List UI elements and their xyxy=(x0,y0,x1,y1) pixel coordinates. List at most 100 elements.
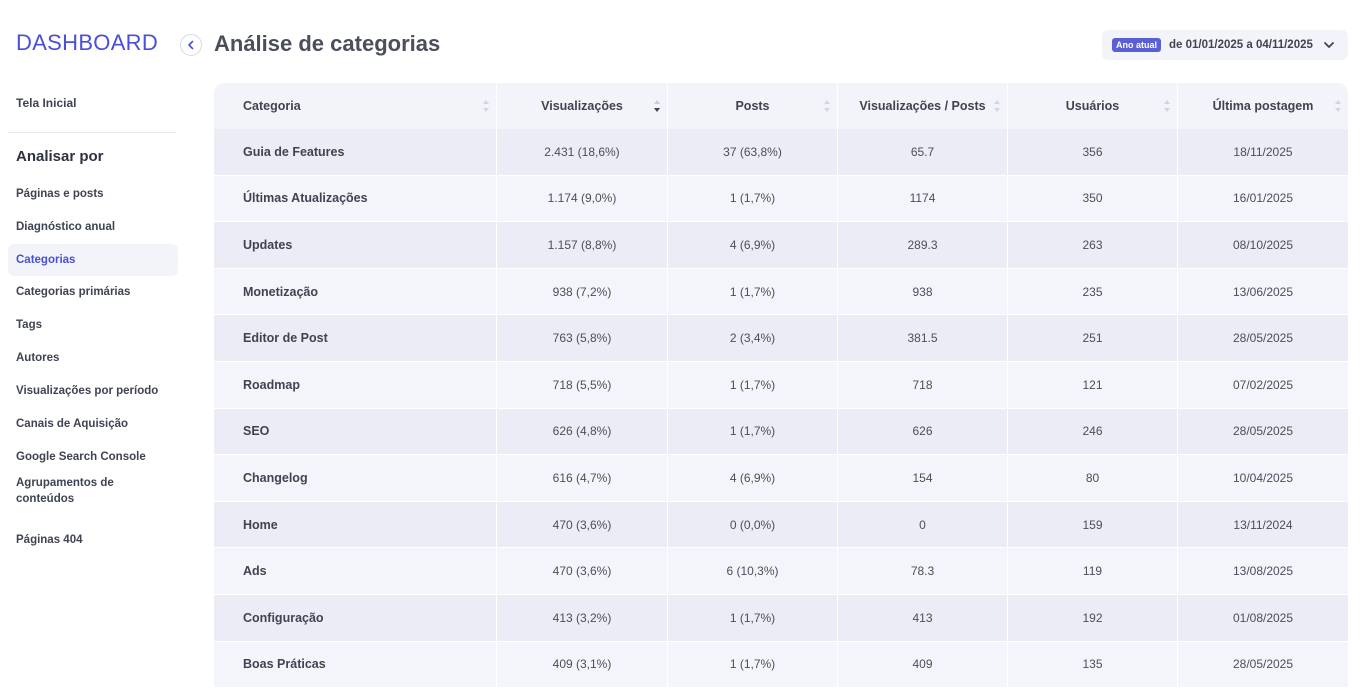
table-cell: 2.431 (18,6%) xyxy=(497,129,668,176)
sort-icon[interactable] xyxy=(823,97,831,115)
column-header-5[interactable]: Última postagem xyxy=(1178,83,1348,129)
sidebar-item-paginas-e-posts[interactable]: Páginas e posts xyxy=(16,188,104,200)
table-cell: 10/04/2025 xyxy=(1178,455,1348,502)
table-cell: 01/08/2025 xyxy=(1178,594,1348,642)
table-cell: 16/01/2025 xyxy=(1178,175,1348,223)
table-row[interactable]: Últimas Atualizações 1.174 (9,0%) 1 (1,7%)… xyxy=(214,175,1348,223)
table-cell: 159 xyxy=(1008,501,1178,549)
table-cell: 28/05/2025 xyxy=(1178,408,1348,456)
column-header-label: Visualizações xyxy=(541,99,623,113)
table-row[interactable]: Ads 470 (3,6%) 6 (10,3%) 78.3 119 13/08/2025 xyxy=(214,548,1348,595)
table-cell: 763 (5,8%) xyxy=(497,315,668,362)
dashboard-logo[interactable]: DASHBOARD xyxy=(16,30,159,55)
sidebar-item-categorias[interactable]: Categorias xyxy=(8,244,178,276)
category-name-cell: Monetização xyxy=(214,268,497,316)
table-cell: 192 xyxy=(1008,594,1178,642)
table-cell: 409 (3,1%) xyxy=(497,641,668,688)
table-cell: 135 xyxy=(1008,641,1178,688)
table-cell: 413 (3,2%) xyxy=(497,594,668,642)
table-header-row: Categoria Visualizações Posts Visualizações… xyxy=(214,83,1348,129)
sidebar-item-canais-de-aquisicao[interactable]: Canais de Aquisição xyxy=(16,418,129,430)
table-cell: 938 (7,2%) xyxy=(497,268,668,316)
date-range-badge: Ano atual xyxy=(1112,38,1162,52)
table-row[interactable]: SEO 626 (4,8%) 1 (1,7%) 626 246 28/05/2025 xyxy=(214,408,1348,456)
table-row[interactable]: Changelog 616 (4,7%) 4 (6,9%) 154 80 10/04/20… xyxy=(214,455,1348,502)
date-range-picker[interactable]: Ano atual de 01/01/2025 a 04/11/2025 xyxy=(1102,30,1348,60)
category-name-cell: Updates xyxy=(214,222,497,269)
table-cell: 1 (1,7%) xyxy=(668,594,838,642)
table-cell: 1.157 (8,8%) xyxy=(497,222,668,269)
table-row[interactable]: Configuração 413 (3,2%) 1 (1,7%) 413 192 01/0… xyxy=(214,594,1348,642)
sort-icon[interactable] xyxy=(1163,97,1171,115)
sidebar-item-paginas-404[interactable]: Páginas 404 xyxy=(16,534,83,546)
table-cell: 718 (5,5%) xyxy=(497,361,668,409)
table-cell: 28/05/2025 xyxy=(1178,641,1348,688)
table-cell: 350 xyxy=(1008,175,1178,223)
column-header-1[interactable]: Visualizações xyxy=(497,83,668,129)
sort-icon[interactable] xyxy=(1334,97,1342,115)
table-cell: 119 xyxy=(1008,548,1178,595)
sidebar-item-tags[interactable]: Tags xyxy=(16,319,42,331)
chevron-left-icon xyxy=(188,40,194,50)
table-cell: 626 xyxy=(838,408,1008,456)
table-cell: 0 xyxy=(838,501,1008,549)
sidebar-item-visualizacoes-por-periodo[interactable]: Visualizações por período xyxy=(16,385,159,397)
category-name-cell: Changelog xyxy=(214,455,497,502)
table-cell: 28/05/2025 xyxy=(1178,315,1348,362)
table-cell: 4 (6,9%) xyxy=(668,222,838,269)
category-name-cell: SEO xyxy=(214,408,497,456)
table-cell: 356 xyxy=(1008,129,1178,176)
sidebar-item-home[interactable]: Tela Inicial xyxy=(16,96,77,110)
column-header-0[interactable]: Categoria xyxy=(214,83,497,129)
sort-icon[interactable] xyxy=(482,97,490,115)
table-cell: 1174 xyxy=(838,175,1008,223)
column-header-label: Visualizações / Posts xyxy=(859,99,986,113)
column-header-3[interactable]: Visualizações / Posts xyxy=(838,83,1008,129)
sidebar: DASHBOARD Tela Inicial Analisar por Pági… xyxy=(0,0,190,688)
category-name-cell: Boas Práticas xyxy=(214,641,497,688)
table-cell: 18/11/2025 xyxy=(1178,129,1348,176)
table-cell: 1 (1,7%) xyxy=(668,268,838,316)
table-row[interactable]: Guia de Features 2.431 (18,6%) 37 (63,8%) 6… xyxy=(214,129,1348,176)
sidebar-item-categorias-primarias[interactable]: Categorias primárias xyxy=(16,286,131,298)
table-cell: 470 (3,6%) xyxy=(497,548,668,595)
table-cell: 938 xyxy=(838,268,1008,316)
table-cell: 121 xyxy=(1008,361,1178,409)
table-cell: 1 (1,7%) xyxy=(668,175,838,223)
table-row[interactable]: Monetização 938 (7,2%) 1 (1,7%) 938 235 13/06… xyxy=(214,268,1348,316)
sidebar-divider xyxy=(8,132,176,133)
chevron-down-icon xyxy=(1324,42,1334,48)
table-row[interactable]: Home 470 (3,6%) 0 (0,0%) 0 159 13/11/2024 xyxy=(214,501,1348,549)
table-row[interactable]: Roadmap 718 (5,5%) 1 (1,7%) 718 121 07/02/202… xyxy=(214,361,1348,409)
column-header-4[interactable]: Usuários xyxy=(1008,83,1178,129)
table-cell: 13/06/2025 xyxy=(1178,268,1348,316)
sidebar-item-autores[interactable]: Autores xyxy=(16,352,60,364)
column-header-2[interactable]: Posts xyxy=(668,83,838,129)
table-cell: 251 xyxy=(1008,315,1178,362)
page-title: Análise de categorias xyxy=(214,31,441,56)
table-cell: 1 (1,7%) xyxy=(668,641,838,688)
table-cell: 2 (3,4%) xyxy=(668,315,838,362)
category-name-cell: Últimas Atualizações xyxy=(214,175,497,223)
table-cell: 718 xyxy=(838,361,1008,409)
sort-icon[interactable] xyxy=(993,97,1001,115)
category-name-cell: Ads xyxy=(214,548,497,595)
table-cell: 0 (0,0%) xyxy=(668,501,838,549)
table-row[interactable]: Updates 1.157 (8,8%) 4 (6,9%) 289.3 263 08/10… xyxy=(214,222,1348,269)
column-header-label: Usuários xyxy=(1065,99,1120,113)
sidebar-item-agrupamentos-de-conteudos[interactable]: Agrupamentos de conteúdos xyxy=(16,477,114,505)
table-cell: 13/11/2024 xyxy=(1178,501,1348,549)
table-cell: 616 (4,7%) xyxy=(497,455,668,502)
table-cell: 246 xyxy=(1008,408,1178,456)
sort-icon[interactable] xyxy=(653,97,661,115)
table-cell: 1 (1,7%) xyxy=(668,408,838,456)
table-row[interactable]: Boas Práticas 409 (3,1%) 1 (1,7%) 409 135 28/… xyxy=(214,641,1348,688)
sidebar-item-google-search-console[interactable]: Google Search Console xyxy=(16,451,146,463)
table-cell: 289.3 xyxy=(838,222,1008,269)
table-cell: 80 xyxy=(1008,455,1178,502)
collapse-sidebar-button[interactable] xyxy=(180,34,202,56)
table-cell: 07/02/2025 xyxy=(1178,361,1348,409)
table-row[interactable]: Editor de Post 763 (5,8%) 2 (3,4%) 381.5 251… xyxy=(214,315,1348,362)
sidebar-item-diagnostico-anual[interactable]: Diagnóstico anual xyxy=(16,221,116,233)
table-cell: 381.5 xyxy=(838,315,1008,362)
